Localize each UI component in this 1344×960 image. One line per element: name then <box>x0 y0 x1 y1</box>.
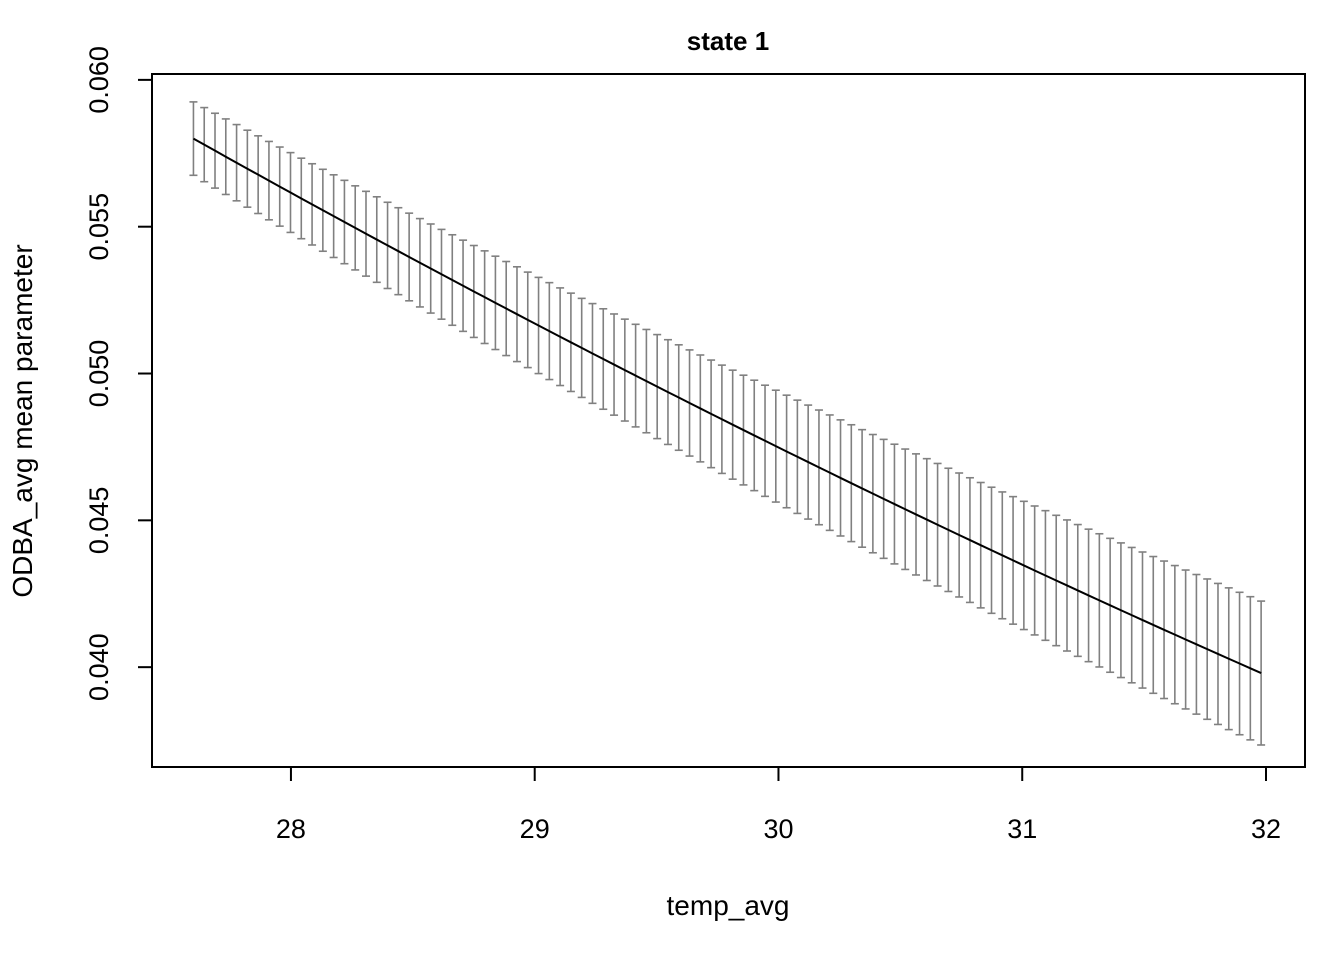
error-bar <box>1257 600 1266 746</box>
x-axis-label: temp_avg <box>667 890 790 921</box>
y-tick-label: 0.050 <box>84 340 114 408</box>
chart-title: state 1 <box>687 26 769 56</box>
x-tick-label: 31 <box>1007 814 1037 844</box>
mean-line <box>192 137 1262 674</box>
x-tick-label: 30 <box>763 814 793 844</box>
error-bars <box>189 101 1266 746</box>
plot-frame <box>151 73 1306 768</box>
x-tick-label: 28 <box>276 814 306 844</box>
y-tick-label: 0.040 <box>84 633 114 701</box>
y-tick-label: 0.055 <box>84 193 114 261</box>
x-axis: 28 29 30 31 32 <box>276 767 1281 844</box>
x-tick-label: 29 <box>520 814 550 844</box>
y-tick-label: 0.060 <box>84 46 114 114</box>
y-axis: 0.040 0.045 0.050 0.055 0.060 <box>84 46 152 701</box>
x-tick-label: 32 <box>1251 814 1281 844</box>
y-axis-label: ODBA_avg mean parameter <box>7 244 38 597</box>
y-tick-label: 0.045 <box>84 487 114 555</box>
